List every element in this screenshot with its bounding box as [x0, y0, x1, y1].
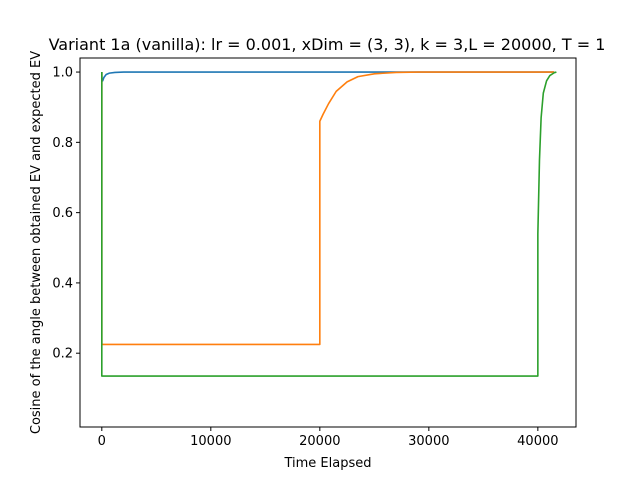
x-tick-label: 30000 — [408, 434, 449, 449]
y-tick-label: 0.4 — [52, 276, 73, 291]
x-axis-ticks: 0 10000 20000 30000 40000 — [98, 427, 559, 449]
series-line-2 — [101, 71, 555, 346]
y-axis-ticks: 0.2 0.4 0.6 0.8 1.0 — [52, 66, 80, 362]
x-axis-label: Time Elapsed — [283, 456, 371, 471]
axes-frame — [79, 57, 577, 428]
y-tick-label: 1.0 — [52, 66, 73, 81]
x-tick-label: 40000 — [517, 434, 558, 449]
series-line-3 — [101, 71, 557, 377]
y-tick-label: 0.2 — [52, 347, 73, 362]
x-tick-label: 10000 — [190, 434, 231, 449]
chart-title: Variant 1a (vanilla): lr = 0.001, xDim =… — [49, 35, 606, 54]
x-tick-label: 0 — [98, 434, 106, 449]
y-tick-label: 0.8 — [52, 136, 73, 151]
y-tick-label: 0.6 — [52, 206, 73, 221]
x-tick-label: 20000 — [299, 434, 340, 449]
series-layer — [101, 71, 557, 377]
y-axis-label: Cosine of the angle between obtained EV … — [29, 51, 44, 434]
